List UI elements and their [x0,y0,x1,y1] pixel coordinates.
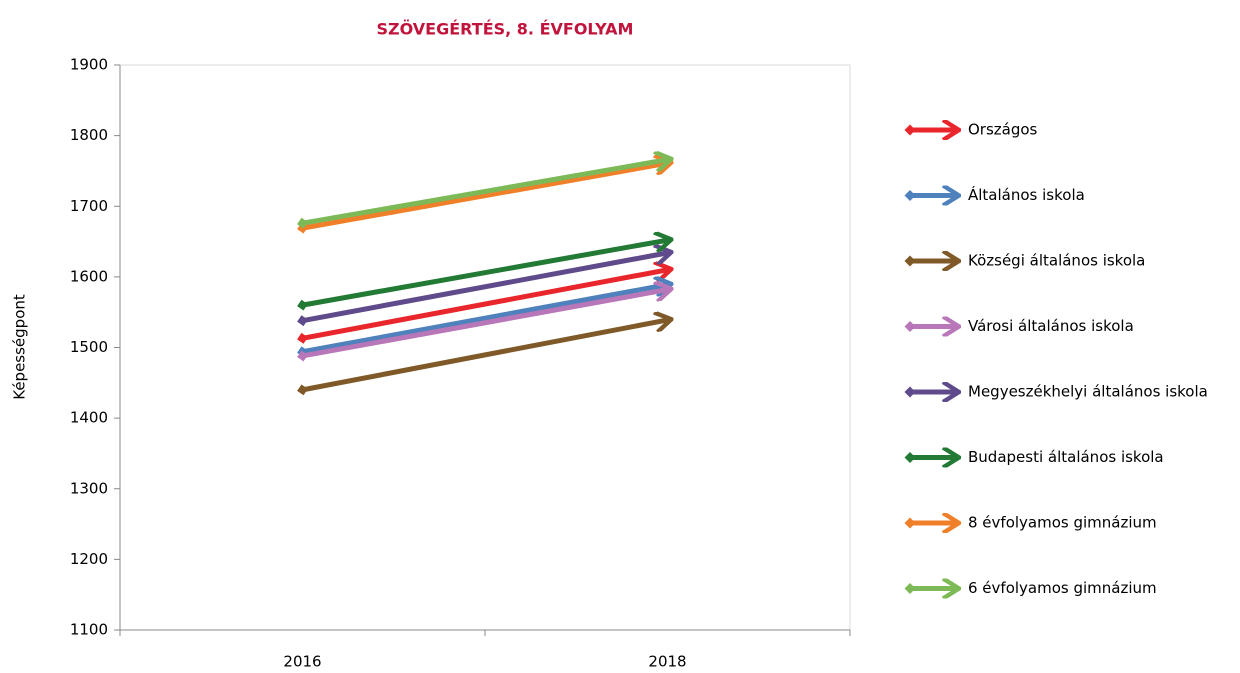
legend-label: 8 évfolyamos gimnázium [968,514,1157,532]
y-tick-label: 1500 [70,338,108,356]
legend-label: 6 évfolyamos gimnázium [968,579,1157,597]
y-tick-label: 1700 [70,197,108,215]
series-line [303,253,668,321]
x-tick-label: 2016 [283,653,321,671]
y-axis-label: Képességpont [11,294,29,400]
y-tick-label: 1300 [70,479,108,497]
legend-label: Városi általános iskola [968,317,1134,335]
y-tick-label: 1800 [70,126,108,144]
legend-label: Országos [968,121,1038,139]
y-tick-label: 1200 [70,550,108,568]
series-line [303,290,668,356]
series-line [303,240,668,305]
y-tick-label: 1400 [70,409,108,427]
y-tick-label: 1100 [70,621,108,639]
plot-area [119,64,851,631]
series-line [303,163,668,228]
y-tick-label: 1600 [70,267,108,285]
series-line [303,160,668,224]
y-tick-label: 1900 [70,56,108,74]
legend-label: Megyeszékhelyi általános iskola [968,383,1208,401]
chart-title: SZÖVEGÉRTÉS, 8. ÉVFOLYAM [377,20,634,39]
legend-label: Budapesti általános iskola [968,448,1164,466]
legend-label: Általános iskola [968,185,1085,204]
x-tick-label: 2018 [648,653,686,671]
legend-label: Községi általános iskola [968,252,1145,270]
